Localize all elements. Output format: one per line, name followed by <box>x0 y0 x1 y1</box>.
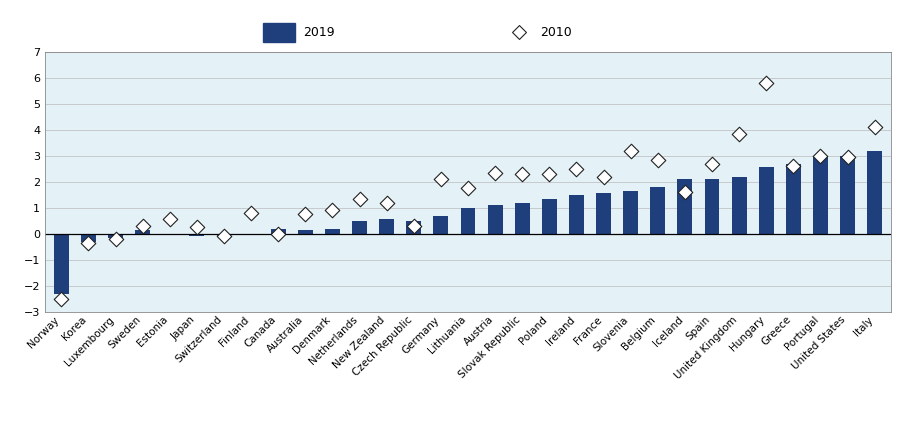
Point <box>624 147 638 154</box>
Bar <box>569 195 584 234</box>
Point <box>488 169 502 176</box>
Bar <box>54 234 68 294</box>
Point <box>542 171 556 178</box>
Point <box>407 223 421 229</box>
Point <box>705 160 719 167</box>
Point <box>271 230 285 237</box>
FancyBboxPatch shape <box>264 23 295 42</box>
Bar <box>461 208 475 234</box>
Point <box>841 154 855 161</box>
Point <box>651 156 665 163</box>
Text: 2010: 2010 <box>540 26 572 39</box>
Bar <box>379 220 394 234</box>
Point <box>461 185 475 192</box>
Bar <box>135 230 150 234</box>
Bar <box>868 151 882 234</box>
Point <box>515 171 529 178</box>
Point <box>108 236 122 242</box>
Point <box>511 29 526 36</box>
Bar <box>217 234 231 236</box>
Bar <box>623 191 638 234</box>
Bar <box>108 234 123 238</box>
Bar <box>434 216 448 234</box>
Point <box>678 189 692 196</box>
Point <box>814 152 828 159</box>
Point <box>380 199 394 206</box>
Bar <box>813 157 828 234</box>
Bar <box>678 179 692 234</box>
Point <box>787 163 801 170</box>
Point <box>81 239 95 246</box>
Point <box>434 176 448 183</box>
Bar <box>515 203 530 234</box>
Point <box>190 224 204 231</box>
Point <box>163 216 177 223</box>
Point <box>352 195 366 202</box>
Bar <box>406 221 421 234</box>
Bar <box>705 179 719 234</box>
Bar <box>298 230 313 234</box>
Point <box>570 165 584 172</box>
Point <box>244 210 258 216</box>
Bar <box>786 164 801 234</box>
Point <box>217 233 231 240</box>
Bar <box>651 187 665 234</box>
Bar <box>542 199 557 234</box>
Bar <box>162 234 177 235</box>
Point <box>759 80 773 87</box>
Point <box>54 295 68 302</box>
Point <box>135 223 149 229</box>
Point <box>732 130 746 137</box>
Point <box>597 173 611 180</box>
Text: 2019: 2019 <box>303 26 335 39</box>
Bar <box>81 234 95 242</box>
Bar <box>732 177 747 234</box>
Bar <box>189 234 204 236</box>
Bar <box>488 205 502 234</box>
Point <box>325 207 339 214</box>
Bar <box>596 194 611 234</box>
Bar <box>271 229 285 234</box>
Bar <box>759 168 774 234</box>
Point <box>868 124 882 131</box>
Point <box>298 211 312 218</box>
Bar <box>841 156 855 234</box>
Bar <box>325 229 340 234</box>
Bar <box>352 221 367 234</box>
